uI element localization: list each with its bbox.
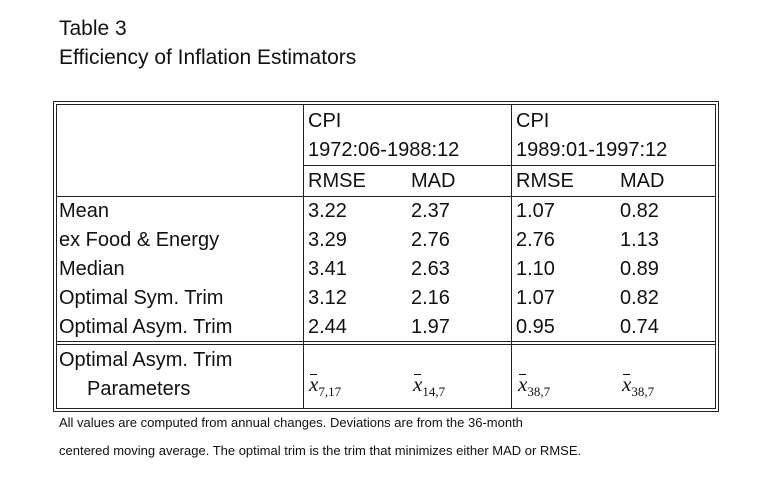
cell-value: 3.22	[308, 200, 347, 222]
trim-parameter: x38,7	[622, 372, 655, 400]
group-header-period: 1989:01-1997:12	[516, 139, 668, 161]
cell-value: 2.63	[411, 258, 450, 280]
cell-value: 2.44	[308, 316, 347, 338]
trim-parameter: x38,7	[518, 372, 551, 400]
cell-value: 1.13	[620, 229, 659, 251]
column-header: RMSE	[516, 170, 574, 192]
cell-value: 0.74	[620, 316, 659, 338]
cell-value: 2.16	[411, 287, 450, 309]
cell-value: 0.82	[620, 287, 659, 309]
table-title: Efficiency of Inflation Estimators	[59, 46, 357, 69]
trim-parameter: x7,17	[309, 372, 342, 400]
group-header: CPI	[516, 110, 550, 132]
cell-value: 3.12	[308, 287, 347, 309]
footnote: centered moving average. The optimal tri…	[59, 443, 582, 458]
column-header: RMSE	[308, 170, 366, 192]
row-label: ex Food & Energy	[59, 229, 220, 251]
cell-value: 1.07	[516, 200, 555, 222]
group-header-period: 1972:06-1988:12	[308, 139, 460, 161]
cell-value: 1.10	[516, 258, 555, 280]
table-number: Table 3	[59, 17, 127, 40]
trim-parameter: x14,7	[413, 372, 446, 400]
row-label: Mean	[59, 200, 110, 222]
cell-value: 1.97	[411, 316, 450, 338]
cell-value: 3.29	[308, 229, 347, 251]
cell-value: 1.07	[516, 287, 555, 309]
cell-value: 0.82	[620, 200, 659, 222]
params-label: Optimal Asym. Trim	[59, 349, 233, 371]
column-header: MAD	[620, 170, 665, 192]
cell-value: 0.89	[620, 258, 659, 280]
footnote: All values are computed from annual chan…	[59, 415, 523, 430]
cell-value: 2.76	[516, 229, 555, 251]
row-label: Median	[59, 258, 125, 280]
group-header: CPI	[308, 110, 342, 132]
cell-value: 3.41	[308, 258, 347, 280]
cell-value: 0.95	[516, 316, 555, 338]
row-label: Optimal Sym. Trim	[59, 287, 224, 309]
row-label: Optimal Asym. Trim	[59, 316, 233, 338]
cell-value: 2.76	[411, 229, 450, 251]
params-label: Parameters	[87, 378, 191, 400]
cell-value: 2.37	[411, 200, 450, 222]
column-header: MAD	[411, 170, 456, 192]
